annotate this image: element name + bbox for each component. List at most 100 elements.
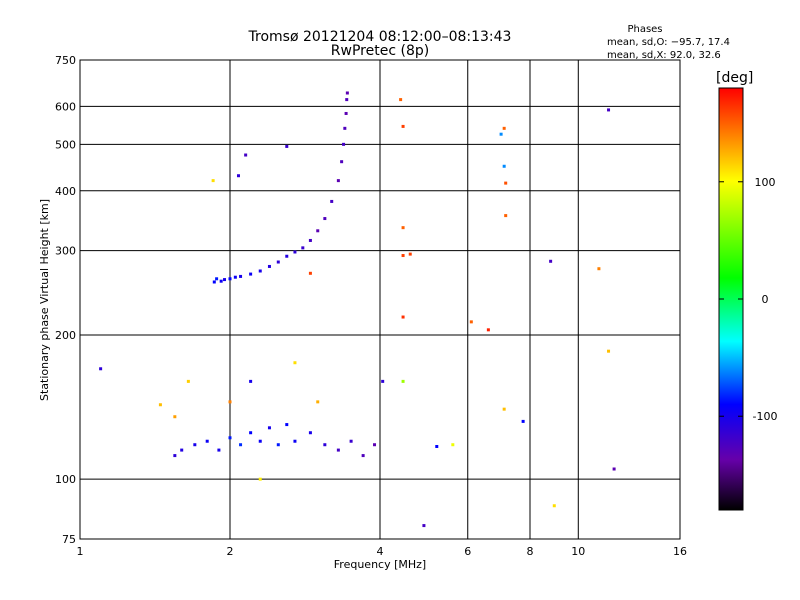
echo-point (285, 144, 289, 148)
echo-point (401, 226, 405, 230)
echo-point (99, 367, 103, 371)
echo-point (276, 260, 280, 264)
echo-point (504, 214, 508, 218)
echo-point (173, 454, 177, 458)
plot-frame (79, 59, 681, 540)
echo-point (285, 254, 289, 258)
echo-point (323, 443, 327, 447)
echo-point (316, 229, 320, 233)
echo-point (301, 246, 305, 250)
echo-point (193, 443, 197, 447)
echo-point (342, 142, 346, 146)
echo-point (401, 315, 405, 319)
echo-point (345, 98, 349, 102)
x-tick-label: 4 (377, 545, 384, 558)
phase-legend-o: mean, sd,O: −95.7, 17.4 (607, 37, 730, 48)
echo-point (435, 444, 439, 448)
echo-point (219, 279, 223, 283)
echo-point (549, 259, 553, 263)
chart-subtitle: RwPretec (8p) (331, 43, 429, 59)
echo-point (499, 132, 503, 136)
echo-point (293, 439, 297, 443)
echo-point (597, 267, 601, 271)
echo-point (285, 423, 289, 427)
echo-point (228, 400, 232, 404)
echo-point (451, 443, 455, 447)
colorbar-tick-label: -100 (753, 410, 778, 423)
echo-point (223, 278, 227, 282)
scatter-points (99, 91, 616, 528)
y-tick-label: 750 (55, 54, 76, 67)
echo-point (504, 181, 508, 185)
colorbar-ticks: 100 0 -100 (719, 176, 777, 423)
echo-point (180, 448, 184, 452)
axis-ticks: 1 2 4 6 8 10 16 75 100 200 300 400 500 600 750 (55, 54, 687, 558)
grid (80, 60, 680, 539)
echo-point (401, 124, 405, 128)
echo-point (293, 361, 297, 365)
y-axis-label: Stationary phase Virtual Height [km] (38, 199, 51, 401)
x-tick-label: 1 (77, 545, 84, 558)
phase-legend-heading: Phases (627, 24, 662, 35)
echo-point (344, 111, 348, 115)
echo-point (308, 431, 312, 435)
echo-point (340, 160, 344, 164)
echo-point (373, 443, 377, 447)
echo-point (205, 439, 209, 443)
y-tick-label: 500 (55, 138, 76, 151)
y-tick-label: 600 (55, 100, 76, 113)
echo-point (361, 454, 365, 458)
echo-point (381, 379, 385, 383)
echo-point (308, 238, 312, 242)
echo-point (607, 108, 611, 112)
echo-point (502, 407, 506, 411)
echo-point (158, 403, 162, 407)
echo-point (267, 426, 271, 430)
echo-point (236, 174, 240, 178)
echo-point (336, 448, 340, 452)
echo-point (239, 274, 243, 278)
colorbar-label: [deg] (716, 70, 753, 86)
echo-point (345, 91, 349, 95)
echo-point (267, 264, 271, 268)
echo-point (408, 252, 412, 256)
echo-point (502, 164, 506, 168)
echo-point (612, 467, 616, 471)
colorbar-tick-label: 100 (755, 176, 776, 189)
echo-point (249, 431, 253, 435)
echo-point (316, 400, 320, 404)
echo-point (521, 419, 525, 423)
phase-legend-x: mean, sd,X: 92.0, 32.6 (607, 50, 721, 61)
echo-point (215, 277, 219, 281)
echo-point (186, 379, 190, 383)
echo-point (228, 277, 232, 281)
echo-point (469, 320, 473, 324)
echo-point (276, 443, 280, 447)
y-tick-label: 300 (55, 245, 76, 258)
x-tick-label: 8 (527, 545, 534, 558)
echo-point (552, 504, 556, 508)
y-tick-label: 400 (55, 185, 76, 198)
echo-point (212, 280, 216, 284)
colorbar-tick-label: 0 (762, 293, 769, 306)
echo-point (258, 439, 262, 443)
x-axis-label: Frequency [MHz] (334, 558, 426, 571)
echo-point (336, 179, 340, 183)
x-tick-label: 16 (673, 545, 687, 558)
chart-title: Tromsø 20121204 08:12:00–08:13:43 (248, 29, 512, 45)
echo-point (399, 98, 403, 102)
echo-point (258, 477, 262, 481)
echo-point (401, 254, 405, 258)
echo-point (422, 524, 426, 528)
echo-point (343, 126, 347, 130)
echo-point (323, 217, 327, 221)
echo-point (349, 439, 353, 443)
x-tick-label: 6 (464, 545, 471, 558)
y-tick-label: 75 (62, 533, 76, 546)
echo-point (293, 250, 297, 254)
echo-point (239, 443, 243, 447)
echo-point (308, 271, 312, 275)
echo-point (502, 126, 506, 130)
echo-point (233, 275, 237, 279)
